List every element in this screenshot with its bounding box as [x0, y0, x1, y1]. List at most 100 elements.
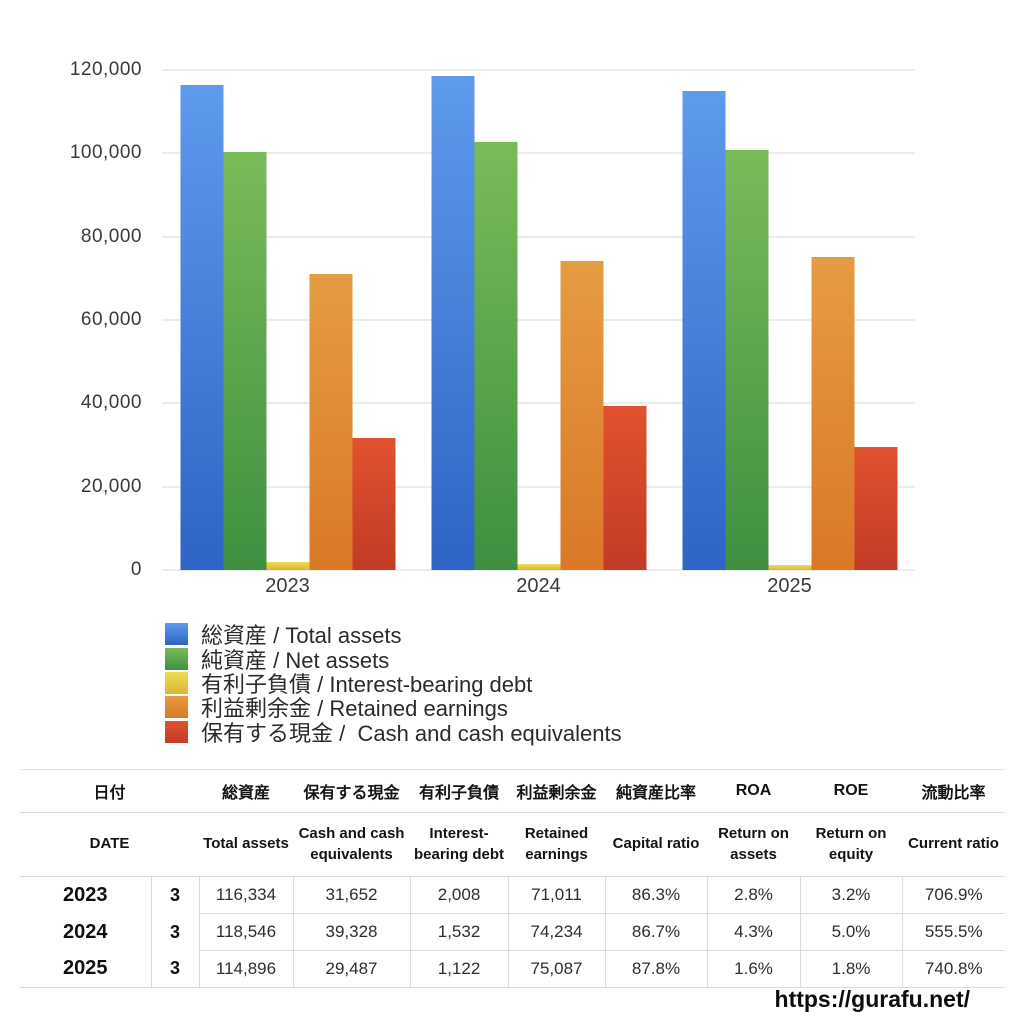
bar-cash-2023	[352, 438, 395, 570]
y-tick-label: 80,000	[80, 225, 142, 247]
col-header: ROE	[800, 769, 903, 813]
cell-value: 114,896	[198, 950, 294, 988]
cell-value: 555.5%	[901, 913, 1006, 951]
bar-cash-2024	[603, 406, 646, 570]
col-header: DATE	[20, 812, 200, 877]
col-header: Capital ratio	[605, 812, 708, 877]
bar-group-2024	[431, 76, 646, 570]
bar-net-assets-2023	[223, 151, 266, 570]
cell-value: 29,487	[292, 950, 411, 988]
cell-month: 3	[150, 950, 200, 988]
col-header: 保有する現金	[293, 769, 411, 813]
bar-total-assets-2023	[180, 85, 223, 570]
cell-value: 706.9%	[901, 876, 1006, 914]
legend-swatch-cash	[165, 720, 188, 743]
cell-value: 86.7%	[604, 913, 708, 951]
col-header: ROA	[707, 769, 801, 813]
y-tick-label: 0	[130, 559, 142, 580]
cell-value: 1.6%	[706, 950, 801, 988]
y-tick-label: 60,000	[80, 309, 142, 330]
x-axis-labels: 2023 2024 2025	[162, 575, 915, 603]
col-header: 有利子負債	[410, 769, 509, 813]
legend-swatch-net-assets	[165, 647, 188, 670]
col-header: Return on equity	[800, 812, 903, 877]
plot-area	[162, 69, 915, 571]
legend-swatch-interest-bearing-debt	[165, 671, 188, 694]
legend-item-net-assets: 純資産 / Net assets	[165, 646, 622, 673]
cell-value: 740.8%	[901, 950, 1006, 988]
cell-value: 1.8%	[799, 950, 903, 988]
col-header: Current ratio	[902, 812, 1006, 877]
col-header: Return on assets	[707, 812, 801, 877]
bar-interest-bearing-debt-2024	[517, 563, 560, 570]
col-header: 日付	[20, 769, 200, 813]
chart-legend: 総資産 / Total assets 純資産 / Net assets 有利子負債 …	[165, 622, 622, 746]
gridline	[162, 485, 915, 488]
financial-data-table: 日付 総資産 保有する現金 有利子負債 利益剰余金 純資産比率 ROA ROE 流動比率 DATE…	[20, 769, 1006, 988]
legend-item-cash: 保有する現金 / Cash and cash equivalents	[165, 720, 622, 746]
gridline	[162, 69, 915, 71]
cell-value: 1,532	[409, 913, 509, 951]
col-header: Total assets	[199, 812, 294, 877]
cell-year: 2024	[63, 920, 108, 943]
col-header: Cash and cash equivalents	[293, 812, 411, 877]
legend-item-interest-bearing-debt: 有利子負債 / Interest-bearing debt	[165, 671, 622, 697]
gridline	[162, 319, 915, 321]
y-axis-labels: 0 20,000 40,000 60,000 80,000 100,000 120,000	[20, 59, 150, 580]
bar-cash-2025	[854, 447, 897, 570]
table-row: 2025 3 114,896 29,487 1,122 75,087 87.8% 1.6% 1.…	[20, 950, 1006, 988]
y-tick-label: 100,000	[69, 142, 142, 164]
table-header-row: 日付 総資産 保有する現金 有利子負債 利益剰余金 純資産比率 ROA ROE 流動比率	[20, 769, 1006, 813]
cell-value: 116,334	[198, 876, 294, 914]
bar-interest-bearing-debt-2023	[266, 561, 309, 570]
cell-value: 5.0%	[799, 913, 903, 951]
bar-retained-earnings-2025	[811, 257, 854, 570]
legend-item-total-assets: 総資産 / Total assets	[165, 622, 622, 648]
cell-value: 39,328	[292, 913, 411, 951]
legend-swatch-retained-earnings	[165, 696, 188, 719]
cell-value: 86.3%	[604, 876, 708, 914]
bar-total-assets-2025	[682, 91, 725, 570]
cell-value: 2,008	[409, 876, 509, 914]
y-tick-label: 120,000	[69, 59, 142, 80]
table-row: 2023 3 116,334 31,652 2,008 71,011 86.3% 2.8% 3.…	[20, 876, 1006, 914]
table-row: 2024 3 118,546 39,328 1,532 74,234 86.7% 4.3% 5.…	[20, 913, 1006, 951]
bars-layer	[162, 70, 915, 570]
x-tick-label: 2024	[516, 575, 561, 597]
x-tick-label: 2025	[767, 575, 812, 597]
y-tick-label: 40,000	[80, 392, 142, 414]
bar-group-2023	[180, 85, 395, 570]
bar-net-assets-2024	[474, 141, 517, 570]
cell-value: 118,546	[198, 913, 294, 951]
gridline	[162, 402, 915, 405]
gridline	[162, 152, 915, 155]
gridline	[162, 569, 915, 571]
cell-month: 3	[150, 876, 200, 914]
cell-value: 1,122	[409, 950, 509, 988]
cell-value: 87.8%	[604, 950, 708, 988]
col-header: Interest-bearing debt	[410, 812, 509, 877]
cell-value: 75,087	[507, 950, 606, 988]
col-header: 流動比率	[902, 769, 1006, 813]
col-header: 純資産比率	[605, 769, 708, 813]
cell-value: 74,234	[507, 913, 606, 951]
col-header: 総資産	[199, 769, 294, 813]
cell-value: 2.8%	[706, 876, 801, 914]
bar-net-assets-2025	[725, 149, 768, 570]
legend-label: 純資産 / Net assets	[201, 647, 390, 673]
legend-item-retained-earnings: 利益剰余金 / Retained earnings	[165, 695, 622, 721]
legend-label: 総資産 / Total assets	[201, 623, 402, 649]
bar-group-2025	[682, 91, 897, 570]
y-tick-label: 20,000	[80, 475, 142, 497]
table-header-row: DATE Total assets Cash and cash equivalent…	[20, 812, 1006, 877]
gridline	[162, 235, 915, 238]
col-header: Retained earnings	[508, 812, 606, 877]
legend-swatch-total-assets	[165, 623, 188, 646]
bar-interest-bearing-debt-2025	[768, 565, 811, 570]
cell-value: 31,652	[292, 876, 411, 914]
cell-value: 71,011	[507, 876, 606, 914]
cell-year: 2025	[63, 957, 108, 980]
cell-year: 2023	[63, 883, 108, 906]
bar-total-assets-2024	[431, 76, 474, 570]
legend-label: 利益剰余金 / Retained earnings	[201, 696, 508, 722]
